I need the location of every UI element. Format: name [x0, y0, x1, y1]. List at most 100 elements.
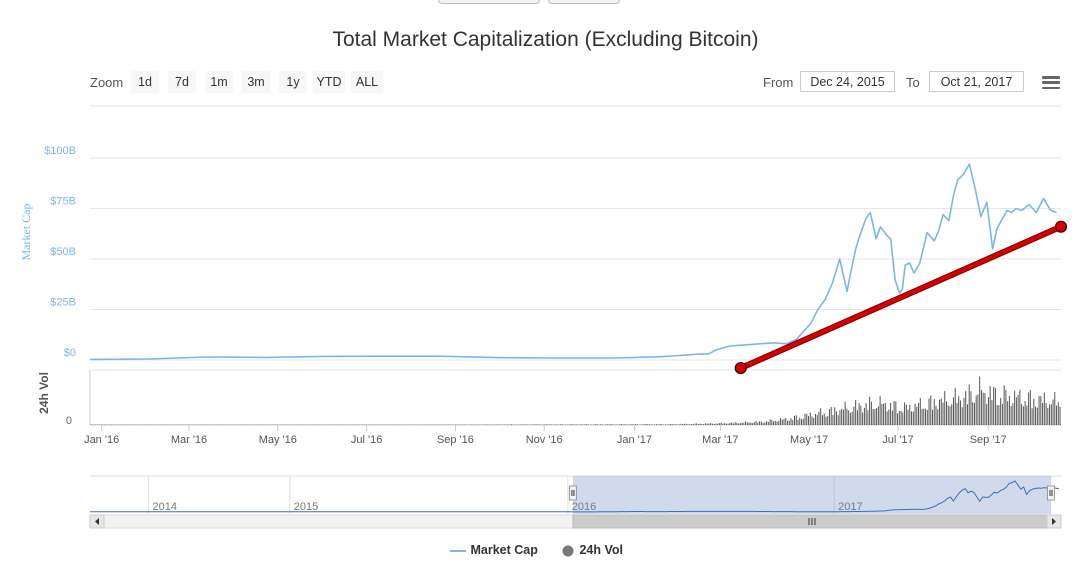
zoom-button-3m[interactable]: 3m	[242, 71, 270, 93]
y-tick-label: $0	[64, 347, 76, 359]
navigator-year-label: 2015	[294, 501, 318, 513]
volume-bar	[537, 424, 539, 425]
volume-bar	[680, 423, 682, 425]
volume-bar	[725, 423, 727, 425]
volume-bar	[802, 418, 804, 425]
volume-bar	[773, 421, 775, 425]
volume-bar	[837, 415, 839, 425]
volume-bar	[799, 417, 801, 425]
volume-bar	[760, 421, 762, 425]
handle-body	[1047, 485, 1055, 501]
volume-bar	[584, 424, 586, 425]
legend-vol-label: 24h Vol	[579, 543, 624, 557]
volume-bar	[526, 424, 528, 425]
volume-bar	[524, 424, 526, 425]
volume-bar	[582, 424, 584, 425]
volume-bar	[858, 403, 860, 425]
volume-bar	[1036, 407, 1038, 425]
volume-bar	[809, 412, 811, 425]
volume-bar	[856, 410, 858, 425]
volume-bar	[785, 418, 787, 425]
volume-bar	[715, 423, 717, 425]
navigator-right-handle[interactable]	[1047, 485, 1055, 501]
volume-bar	[601, 424, 603, 425]
legend-24h-vol[interactable]: 24h Vol	[562, 543, 623, 557]
to-date-input[interactable]: Oct 21, 2017	[929, 71, 1024, 92]
volume-bar	[980, 390, 982, 425]
volume-bar	[635, 424, 637, 425]
volume-bar	[912, 411, 914, 425]
volume-bar	[411, 424, 413, 425]
volume-bar	[683, 423, 685, 425]
volume-bar	[895, 401, 897, 425]
volume-bar	[1017, 395, 1019, 425]
volume-bar	[1010, 405, 1012, 425]
volume-bar	[511, 424, 513, 425]
y-tick-label: $25B	[50, 297, 76, 309]
volume-bar	[636, 424, 638, 425]
volume-bar	[643, 424, 645, 425]
volume-bar	[972, 402, 974, 425]
hamburger-menu-icon[interactable]	[1042, 76, 1060, 90]
volume-bar	[790, 418, 792, 425]
volume-bar	[669, 423, 671, 425]
volume-bar	[622, 424, 624, 425]
volume-bar	[911, 411, 913, 425]
volume-bar	[572, 424, 574, 425]
zoom-button-all[interactable]: ALL	[351, 71, 383, 93]
x-tick-label: Nov '16	[526, 434, 563, 446]
volume-bar	[1028, 392, 1030, 425]
volume-bar	[661, 424, 663, 425]
volume-bar	[739, 423, 741, 425]
volume-bar	[977, 394, 979, 425]
legend-market-cap[interactable]: Market Cap	[450, 543, 538, 557]
volume-bar	[821, 415, 823, 425]
legend-market-cap-label: Market Cap	[470, 543, 538, 557]
from-label: From	[763, 75, 794, 90]
volume-bar	[841, 408, 843, 425]
volume-bar	[867, 410, 869, 425]
volume-bar	[975, 395, 977, 425]
volume-bar	[771, 420, 773, 425]
zoom-button-1y[interactable]: 1y	[279, 71, 307, 93]
zoom-button-ytd[interactable]: YTD	[313, 71, 345, 93]
volume-bar	[531, 424, 533, 425]
volume-bar	[994, 388, 996, 425]
volume-bar	[605, 424, 607, 425]
zoom-button-1d[interactable]: 1d	[131, 71, 159, 93]
volume-bar	[1047, 408, 1049, 425]
volume-bar	[939, 399, 941, 425]
volume-bar	[748, 422, 750, 425]
volume-bar	[828, 409, 830, 425]
x-tick-label: Mar '16	[171, 434, 207, 446]
volume-bar	[1035, 406, 1037, 425]
volume-bar	[914, 403, 916, 425]
volume-bar	[1019, 389, 1021, 425]
volume-bar	[1040, 396, 1042, 425]
navigator-left-handle[interactable]	[568, 485, 577, 501]
volume-bar	[476, 424, 478, 425]
volume-bar	[759, 421, 761, 425]
volume-bar	[853, 406, 855, 425]
volume-bar	[925, 408, 927, 425]
volume-tick-label: 0	[66, 415, 72, 427]
volume-bar	[738, 423, 740, 425]
volume-bar	[629, 424, 631, 425]
from-date-input[interactable]: Dec 24, 2015	[800, 71, 895, 92]
volume-bar	[958, 396, 960, 425]
zoom-button-7d[interactable]: 7d	[168, 71, 196, 93]
volume-bar	[794, 415, 796, 425]
volume-bar	[788, 420, 790, 425]
volume-bar	[708, 423, 710, 425]
zoom-button-1m[interactable]: 1m	[205, 71, 233, 93]
volume-bar	[1021, 404, 1023, 425]
volume-bar	[745, 421, 747, 425]
volume-bar	[556, 424, 558, 425]
volume-bar	[575, 424, 577, 425]
volume-bar	[827, 416, 829, 425]
volume-bar	[839, 410, 841, 425]
volume-bar	[764, 422, 766, 425]
volume-bar	[792, 420, 794, 425]
volume-bar	[732, 423, 734, 425]
volume-bar	[916, 406, 918, 425]
